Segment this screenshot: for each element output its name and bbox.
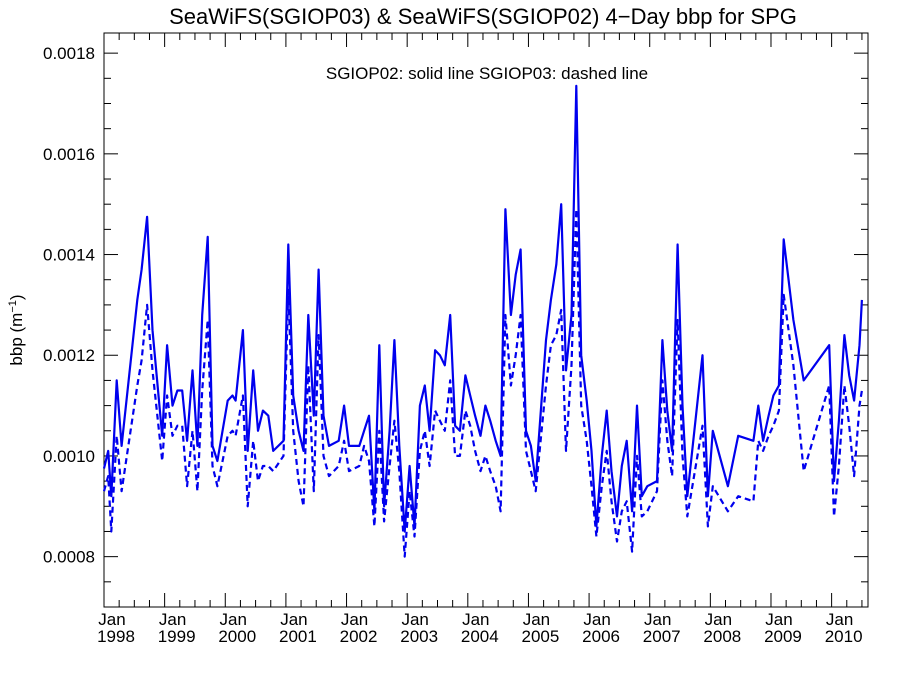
x-tick-month-label: Jan [341,610,368,629]
x-tick-month-label: Jan [401,610,428,629]
x-tick-month-label: Jan [462,610,489,629]
x-tick-month-label: Jan [523,610,550,629]
y-tick-label: 0.0014 [43,246,95,265]
x-tick-month-label: Jan [826,610,853,629]
x-tick-year-label: 2001 [279,627,317,646]
x-tick-month-label: Jan [98,610,125,629]
x-tick-year-label: 2003 [400,627,438,646]
x-tick-year-label: 2004 [461,627,499,646]
plot-area: 0.00080.00100.00120.00140.00160.0018Jan1… [43,32,869,646]
y-tick-label: 0.0010 [43,447,95,466]
x-tick-year-label: 2009 [764,627,802,646]
x-tick-year-label: 2010 [825,627,863,646]
x-tick-year-label: 2007 [643,627,681,646]
x-tick-year-label: 2002 [340,627,378,646]
y-axis-label: bbp (m−1) [7,294,26,365]
x-tick-year-label: 2006 [582,627,620,646]
plot-frame [103,32,869,608]
x-tick-year-label: 2008 [703,627,741,646]
x-tick-month-label: Jan [159,610,186,629]
x-tick-month-label: Jan [644,610,671,629]
x-tick-year-label: 2005 [522,627,560,646]
y-tick-label: 0.0016 [43,145,95,164]
x-tick-year-label: 1998 [97,627,135,646]
y-tick-label: 0.0012 [43,346,95,365]
y-tick-label: 0.0018 [43,44,95,63]
x-tick-month-label: Jan [765,610,792,629]
y-tick-label: 0.0008 [43,548,95,567]
series-line-dashed [102,208,863,558]
x-tick-month-label: Jan [280,610,307,629]
chart-title: SeaWiFS(SGIOP03) & SeaWiFS(SGIOP02) 4−Da… [169,4,797,29]
line-style-annotation: SGIOP02: solid line SGIOP03: dashed line [326,64,648,83]
x-tick-year-label: 2000 [218,627,256,646]
x-tick-month-label: Jan [220,610,247,629]
series-line-solid [102,84,863,533]
x-tick-month-label: Jan [583,610,610,629]
x-tick-year-label: 1999 [158,627,196,646]
x-tick-month-label: Jan [705,610,732,629]
